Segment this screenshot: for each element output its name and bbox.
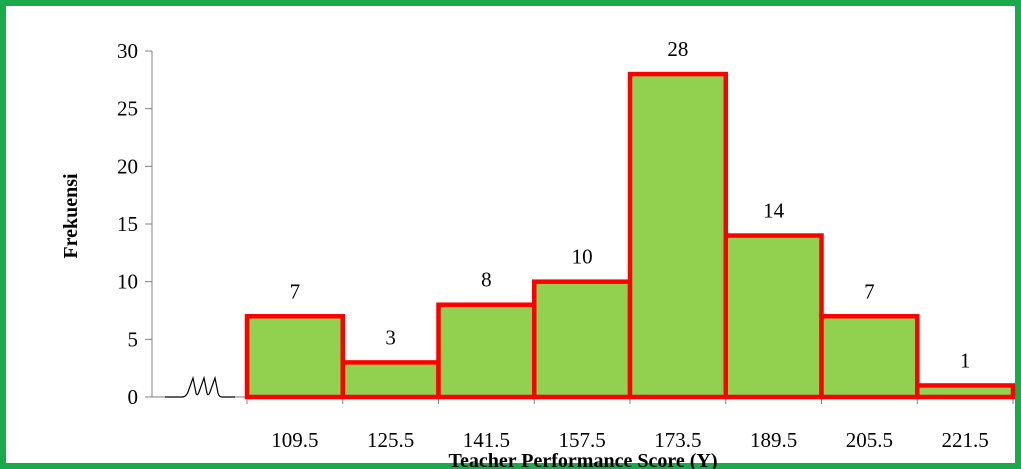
bar-125.5 — [340, 360, 441, 400]
data-label-173.5: 28 — [667, 37, 688, 61]
y-tick-label-20: 20 — [117, 154, 138, 178]
data-label-109.5: 7 — [290, 279, 301, 303]
x-tick-label-205.5: 205.5 — [846, 428, 893, 452]
bar-141.5 — [436, 302, 537, 400]
x-tick-label-157.5: 157.5 — [559, 428, 606, 452]
bar-173.5 — [627, 71, 728, 400]
x-axis: 109.5 125.5 141.5 157.5 173.5 189.5 205.5 221.5 — [152, 396, 1014, 452]
x-tick-label-189.5: 189.5 — [750, 428, 797, 452]
y-axis: 0 5 10 15 20 25 30 — [117, 39, 153, 409]
data-label-157.5: 10 — [572, 245, 593, 269]
x-tick-label-141.5: 141.5 — [463, 428, 510, 452]
y-tick-label-10: 10 — [117, 270, 138, 294]
data-label-205.5: 7 — [864, 279, 875, 303]
data-label-125.5: 3 — [385, 325, 396, 349]
y-tick-label-15: 15 — [117, 212, 138, 236]
y-tick-label-30: 30 — [117, 39, 138, 63]
bar-189.5 — [723, 233, 824, 400]
y-tick-label-5: 5 — [128, 327, 139, 351]
axis-break-icon — [165, 375, 235, 398]
x-axis-title: Teacher Performance Score (Y) — [449, 450, 718, 469]
x-tick-label-125.5: 125.5 — [367, 428, 414, 452]
y-tick-label-0: 0 — [128, 385, 139, 409]
data-label-141.5: 8 — [481, 268, 492, 292]
y-axis-title: Frekuensi — [60, 173, 82, 259]
bar-157.5 — [532, 279, 633, 400]
bar-221.5 — [915, 383, 1016, 400]
bar-109.5 — [244, 314, 345, 400]
x-tick-label-173.5: 173.5 — [654, 428, 701, 452]
data-labels: 7 3 8 10 28 14 7 1 — [290, 37, 971, 372]
x-tick-label-221.5: 221.5 — [942, 428, 989, 452]
y-tick-label-25: 25 — [117, 97, 138, 121]
x-tick-label-109.5: 109.5 — [271, 428, 318, 452]
bar-205.5 — [819, 314, 920, 400]
data-label-221.5: 1 — [960, 348, 971, 372]
data-label-189.5: 14 — [763, 199, 785, 223]
bars — [244, 71, 1016, 400]
